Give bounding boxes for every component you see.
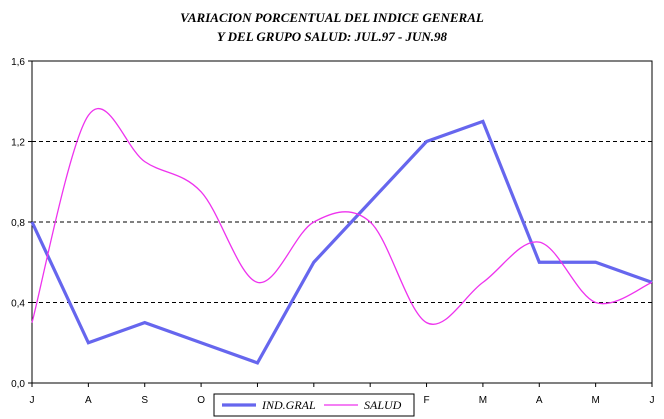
chart-title-line-1: VARIACION PORCENTUAL DEL INDICE GENERAL xyxy=(180,10,484,25)
axes: 0,00,40,81,21,6JASONDEFMAMJ xyxy=(11,57,654,406)
legend-label: SALUD xyxy=(364,398,402,412)
x-tick-label: J xyxy=(650,395,655,406)
y-tick-label: 0,4 xyxy=(11,299,25,310)
legend: IND.GRAL SALUD xyxy=(213,393,415,417)
chart-title: VARIACION PORCENTUAL DEL INDICE GENERAL … xyxy=(0,8,664,46)
x-tick-label: O xyxy=(197,395,205,406)
x-tick-label: M xyxy=(591,395,599,406)
y-tick-label: 0,0 xyxy=(11,379,25,390)
gridlines xyxy=(32,141,652,303)
series-line-salud xyxy=(31,107,653,325)
x-tick-label: M xyxy=(479,395,487,406)
y-tick-label: 1,6 xyxy=(11,57,25,68)
x-tick-label: J xyxy=(30,395,35,406)
x-tick-label: S xyxy=(141,395,148,406)
x-tick-label: A xyxy=(536,395,543,406)
series-line-ind-gral xyxy=(30,119,653,365)
x-tick-label: F xyxy=(423,395,429,406)
chart-title-line-2: Y DEL GRUPO SALUD: JUL.97 - JUN.98 xyxy=(216,29,448,44)
legend-box xyxy=(213,393,415,417)
legend-label: IND.GRAL xyxy=(261,398,316,412)
x-tick-label: A xyxy=(85,395,92,406)
series-lines xyxy=(30,107,653,365)
y-tick-label: 0,8 xyxy=(11,218,25,229)
y-tick-label: 1,2 xyxy=(11,138,25,149)
